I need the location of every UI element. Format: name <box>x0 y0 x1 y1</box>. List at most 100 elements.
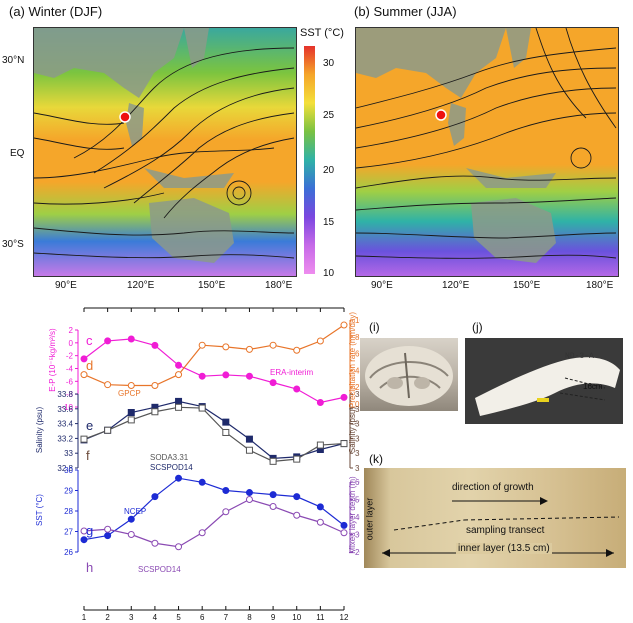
axis-f-tick-label: 33.2 <box>355 434 360 443</box>
data-point-f <box>222 428 230 436</box>
axis-c-tick-label: 2 <box>69 326 74 335</box>
axis-g-tick-label: 30 <box>64 466 73 475</box>
data-point-g <box>222 487 230 494</box>
data-point-c <box>316 399 324 407</box>
data-point-d <box>80 371 88 379</box>
data-point-h <box>269 503 277 510</box>
map-a-title: (a) Winter (DJF) <box>9 4 103 19</box>
data-point-f <box>293 455 301 463</box>
series-label-scspod-h: SCSPOD14 <box>138 565 181 574</box>
data-point-c <box>104 337 112 345</box>
axis-e-tick-label: 33.6 <box>57 405 73 414</box>
series-label-scspod-e: SCSPOD14 <box>150 463 193 472</box>
data-point-c <box>198 372 206 380</box>
data-point-f <box>340 440 348 448</box>
data-point-g <box>175 474 183 482</box>
data-point-e <box>245 435 253 443</box>
lat-eq-a: EQ <box>10 148 25 159</box>
data-point-e <box>175 397 183 405</box>
axis-h-tick-label: 50 <box>355 496 360 505</box>
data-point-d <box>104 381 112 389</box>
data-point-d <box>175 371 183 379</box>
data-point-h <box>80 527 88 535</box>
axis-g-tick-label: 26 <box>64 548 73 557</box>
photo-j-shell-section: ND-3-A 16cm <box>465 338 623 424</box>
colorbar-tick-10: 10 <box>323 268 335 279</box>
axis-d-tick-label: 10 <box>355 316 360 325</box>
data-point-d <box>340 321 348 329</box>
axis-f-tick-label: 33.4 <box>355 420 360 429</box>
month-tick-label: 10 <box>292 613 301 622</box>
data-point-d <box>127 382 135 390</box>
data-point-g <box>104 532 112 540</box>
month-tick-label: 1 <box>82 613 87 622</box>
data-point-f <box>316 441 324 449</box>
data-point-c <box>245 372 253 380</box>
axis-h-tick-label: 60 <box>355 478 360 487</box>
map-b-title: (b) Summer (JJA) <box>354 4 457 19</box>
month-tick-label: 9 <box>271 613 276 622</box>
lon-120-a: 120°E <box>127 280 155 291</box>
panel-letter-h: h <box>86 560 93 575</box>
data-point-h <box>316 518 324 526</box>
series-line-c <box>83 338 345 404</box>
data-point-c <box>222 371 230 379</box>
axis-e-tick-label: 33.2 <box>57 434 73 443</box>
data-point-e <box>127 409 135 416</box>
colorbar-tick-30: 30 <box>323 58 335 69</box>
data-point-f <box>104 426 112 434</box>
lat-30s-a: 30°S <box>2 239 24 250</box>
axis-f-tick-label: 33.0 <box>355 449 360 458</box>
panel-letter-g: g <box>86 523 93 538</box>
series-line-e <box>83 400 345 459</box>
month-tick-label: 8 <box>247 613 252 622</box>
axis-g-tick-label: 27 <box>64 528 73 537</box>
ylabel-g: SST (°C) <box>35 494 44 526</box>
axis-f-tick-label: 33.6 <box>355 405 360 414</box>
month-tick-label: 2 <box>105 613 110 622</box>
axis-f-tick-label: 33.8 <box>355 390 360 399</box>
axis-d-tick-label: 8 <box>355 333 360 342</box>
data-point-c <box>340 393 348 401</box>
data-point-g <box>340 521 348 529</box>
axis-e-tick-label: 33.4 <box>57 420 73 429</box>
data-point-d <box>198 341 206 349</box>
ylabel-e: Salinity (psu) <box>35 407 44 454</box>
series-line-f <box>83 406 345 462</box>
lon-90-a: 90°E <box>55 280 77 291</box>
axis-h-tick-label: 30 <box>355 531 360 540</box>
photo-k-label: (k) <box>369 452 383 466</box>
data-point-d <box>245 345 253 353</box>
data-point-d <box>269 341 277 349</box>
lon-90-b: 90°E <box>371 280 393 291</box>
photo-i-label: (i) <box>369 320 380 334</box>
data-point-g <box>316 503 324 511</box>
colorbar-tick-25: 25 <box>323 110 335 121</box>
transect-label: sampling transect <box>466 525 545 536</box>
lon-150-a: 150°E <box>198 280 226 291</box>
series-label-ncep: NCEP <box>124 507 146 516</box>
month-tick-label: 6 <box>200 613 205 622</box>
month-tick-label: 7 <box>224 613 229 622</box>
data-point-g <box>127 515 135 523</box>
data-point-f <box>269 457 277 465</box>
month-tick-label: 3 <box>129 613 134 622</box>
panel-letter-e: e <box>86 418 93 433</box>
ylabel-d: Precipitation rate (mm/day) <box>348 312 357 408</box>
axis-c-tick-label: -2 <box>66 352 74 361</box>
axis-f-tick-label: 32.8 <box>355 464 360 473</box>
lon-180-a: 180°E <box>265 280 293 291</box>
colorbar-title: SST (°C) <box>300 27 344 39</box>
data-point-h <box>340 529 348 537</box>
data-point-f <box>80 435 88 443</box>
map-winter <box>33 27 297 277</box>
axis-g-tick-label: 29 <box>64 487 73 496</box>
axis-e-tick-label: 33.8 <box>57 390 73 399</box>
data-point-c <box>80 355 88 363</box>
axis-h-tick-label: 40 <box>355 513 360 522</box>
inner-layer-label: inner layer (13.5 cm) <box>456 543 552 554</box>
data-point-f <box>175 403 183 411</box>
data-point-c <box>127 335 135 343</box>
ylabel-f: Salinity (psu) <box>348 407 357 454</box>
photo-i-shell <box>360 338 458 411</box>
